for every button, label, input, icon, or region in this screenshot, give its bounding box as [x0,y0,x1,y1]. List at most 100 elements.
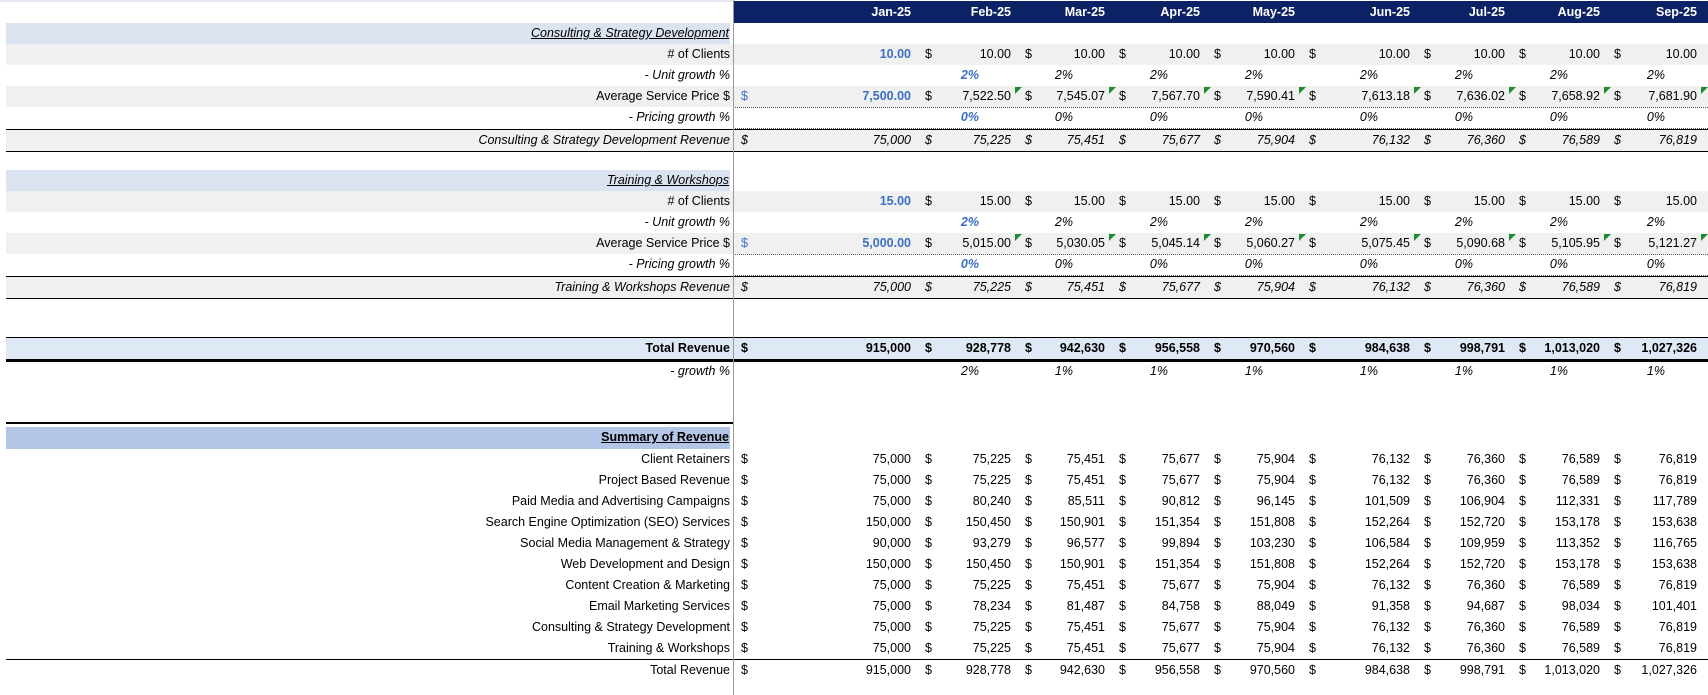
summary-row-label: Search Engine Optimization (SEO) Service… [485,515,730,529]
value-cell: 10.00 [1168,47,1200,61]
currency-symbol: $ [1424,452,1431,466]
currency-symbol: $ [741,620,748,634]
value-cell: 106,584 [1364,536,1410,550]
value-cell: 2% [1454,215,1473,229]
value-cell: 90,812 [1161,494,1200,508]
currency-symbol: $ [1424,620,1431,634]
section-title: Training & Workshops [6,170,730,191]
currency-symbol: $ [1025,599,1032,613]
currency-symbol: $ [1519,515,1526,529]
value-cell: 7,590.41 [1246,89,1295,103]
value-cell: 1% [1454,364,1473,378]
formula-flag-icon [1414,87,1421,94]
row-shading [6,233,1708,254]
value-cell: 15.00 [1168,194,1200,208]
row-shading [6,44,1708,65]
border-line [6,359,1708,362]
value-cell: 7,681.90 [1648,89,1697,103]
value-cell: 10.00 [979,47,1011,61]
value-cell: 150,000 [865,557,911,571]
value-cell[interactable]: 5,000.00 [862,236,911,250]
currency-symbol: $ [741,536,748,550]
value-cell: 10.00 [1473,47,1505,61]
formula-flag-icon [1414,234,1421,241]
value-cell: 94,687 [1466,599,1505,613]
value-cell: 984,638 [1364,341,1410,355]
formula-flag-icon [1299,234,1306,241]
value-cell: 76,589 [1561,578,1600,592]
value-cell: 76,132 [1371,280,1410,294]
currency-symbol: $ [925,89,932,103]
value-cell: 152,720 [1459,515,1505,529]
currency-symbol: $ [1519,557,1526,571]
value-cell: 2% [1054,215,1073,229]
currency-symbol: $ [1424,663,1431,677]
currency-symbol: $ [1519,494,1526,508]
value-cell: 1% [1646,364,1665,378]
currency-symbol: $ [741,578,748,592]
currency-symbol: $ [1025,536,1032,550]
currency-symbol: $ [1519,280,1526,294]
value-cell: 150,450 [965,557,1011,571]
currency-symbol: $ [1214,133,1221,147]
border-line [6,659,1708,660]
summary-row-label: Web Development and Design [560,557,730,571]
value-cell: 93,279 [972,536,1011,550]
value-cell: 75,000 [872,133,911,147]
pricing-growth-label: - Pricing growth % [628,110,730,124]
value-cell: 942,630 [1059,663,1105,677]
month-header: May-25 [1252,5,1295,19]
value-cell: 5,045.14 [1151,236,1200,250]
currency-symbol: $ [1214,557,1221,571]
currency-symbol: $ [925,536,932,550]
value-cell: 1% [1549,364,1568,378]
currency-symbol: $ [1309,473,1316,487]
currency-symbol: $ [1214,236,1221,250]
currency-symbol: $ [1119,280,1126,294]
currency-symbol: $ [1214,473,1221,487]
currency-symbol: $ [1614,536,1621,550]
currency-symbol: $ [1424,536,1431,550]
value-cell: 2% [960,364,979,378]
month-header: Mar-25 [1064,5,1105,19]
value-cell: 1% [1359,364,1378,378]
clients-label: # of Clients [667,47,730,61]
currency-symbol: $ [1025,641,1032,655]
value-cell: 1,013,020 [1544,341,1600,355]
value-cell: 5,015.00 [962,236,1011,250]
row-shading [6,277,1708,298]
currency-symbol: $ [925,341,932,355]
currency-symbol: $ [741,494,748,508]
formula-flag-icon [1109,234,1116,241]
value-cell: 75,904 [1256,578,1295,592]
value-cell[interactable]: 7,500.00 [862,89,911,103]
currency-symbol: $ [1025,194,1032,208]
value-cell: 15.00 [1378,194,1410,208]
month-header: Jun-25 [1369,5,1410,19]
currency-symbol: $ [925,280,932,294]
currency-symbol: $ [1025,494,1032,508]
value-cell: 75,000 [872,641,911,655]
value-cell: 75,451 [1066,280,1105,294]
currency-symbol: $ [1309,620,1316,634]
summary-row-label: Project Based Revenue [598,473,730,487]
currency-symbol: $ [1309,280,1316,294]
value-cell: 0% [1549,257,1568,271]
value-cell: 2% [1646,215,1665,229]
border-line [6,276,1708,277]
value-cell: 76,132 [1371,620,1410,634]
currency-symbol: $ [1309,133,1316,147]
revenue-label: Training & Workshops Revenue [554,280,730,294]
summary-row-label: Social Media Management & Strategy [520,536,730,550]
value-cell: 2% [1549,68,1568,82]
value-cell: 103,230 [1249,536,1295,550]
formula-flag-icon [1509,234,1516,241]
value-cell: 76,360 [1466,473,1505,487]
currency-symbol: $ [1025,89,1032,103]
value-cell: 75,000 [872,452,911,466]
currency-symbol: $ [1214,494,1221,508]
value-cell: 101,509 [1364,494,1410,508]
currency-symbol: $ [1309,599,1316,613]
currency-symbol: $ [741,133,748,147]
value-cell: 2% [1646,68,1665,82]
